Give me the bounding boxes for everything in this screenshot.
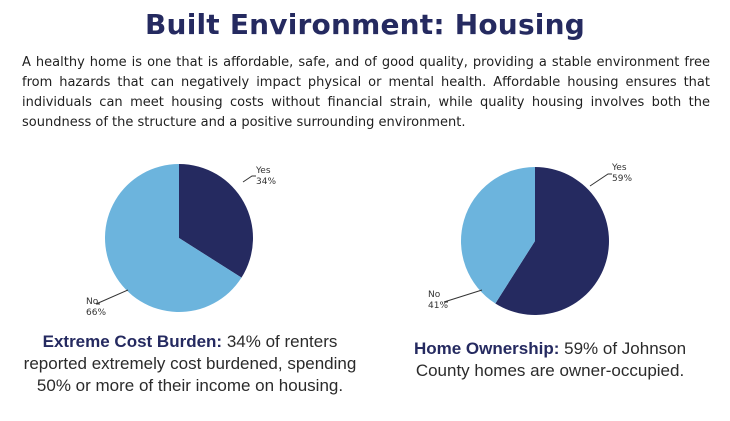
- home-ownership-caption: Home Ownership: 59% of Johnson County ho…: [385, 338, 715, 382]
- cost-burden-leader-line-yes: [242, 175, 256, 183]
- home-ownership-leader-line-yes: [589, 173, 612, 187]
- cost-burden-caption-text: 34% of renters reported extremely cost b…: [23, 332, 357, 395]
- home-ownership-caption-text: 59% of Johnson County homes are owner-oc…: [415, 339, 687, 380]
- cost-burden-value-label-yes: 34%: [256, 177, 276, 187]
- home-ownership-caption-bold: Home Ownership:: [413, 339, 560, 358]
- page-title: Built Environment: Housing: [145, 8, 585, 41]
- home-ownership-value-label-no: 41%: [428, 301, 448, 311]
- home-ownership-label-no: No: [428, 290, 441, 300]
- home-ownership-slice-no: [461, 167, 535, 304]
- cost-burden-label-no: No: [86, 297, 99, 307]
- home-ownership-label-yes: Yes: [611, 163, 627, 173]
- cost-burden-label-yes: Yes: [255, 166, 271, 176]
- cost-burden-slice-yes: [179, 164, 253, 278]
- cost-burden-value-label-no: 66%: [86, 308, 106, 318]
- cost-burden-caption: Extreme Cost Burden: 34% of renters repo…: [20, 331, 360, 397]
- cost-burden-caption-bold: Extreme Cost Burden:: [42, 332, 223, 351]
- intro-paragraph: A healthy home is one that is affordable…: [22, 55, 710, 130]
- home-ownership-value-label-yes: 59%: [612, 174, 632, 184]
- cost-burden-leader-line-no: [95, 289, 129, 305]
- cost-burden-slice-no: [104, 164, 242, 313]
- home-ownership-leader-line-no: [443, 289, 483, 303]
- home-ownership-slice-yes: [495, 167, 610, 315]
